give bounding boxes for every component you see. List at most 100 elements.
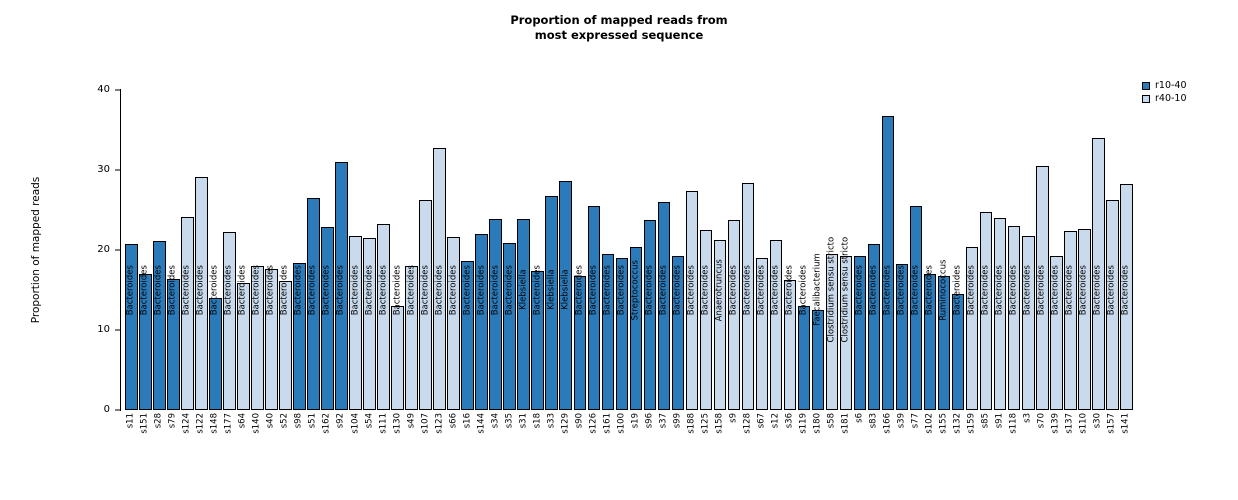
- bar: [335, 162, 348, 410]
- bar: [293, 262, 306, 410]
- bar-column-s188: Bacteroides s188: [685, 90, 699, 434]
- bar-column-s128: Bacteroides s128: [741, 90, 755, 434]
- x-tick-label: s166: [882, 413, 893, 434]
- x-tick-label: s35: [504, 413, 515, 429]
- bar: [811, 310, 825, 410]
- bar-column-s3: Bacteroides s3: [1022, 90, 1035, 423]
- x-tick-label: s151: [139, 413, 150, 434]
- x-tick-label: s37: [658, 413, 669, 429]
- legend-swatch: [1142, 81, 1150, 90]
- x-tick-label: s83: [868, 413, 879, 429]
- x-tick-label: s158: [714, 413, 725, 434]
- x-tick-label: s140: [251, 413, 262, 434]
- x-tick-label: s3: [1022, 413, 1033, 423]
- x-tick-label: s12: [770, 413, 781, 429]
- x-tick-label: s137: [1064, 413, 1075, 434]
- bar-column-s11: Bacteroides s11: [125, 90, 138, 428]
- x-tick-label: s132: [952, 413, 963, 434]
- bar-column-s34: Bacteroides s34: [489, 90, 502, 428]
- bar: [587, 206, 601, 410]
- bar: [853, 255, 867, 410]
- bar: [867, 244, 881, 410]
- x-tick-label: s104: [350, 413, 360, 434]
- bar-column-s123: Bacteroides s123: [433, 90, 446, 434]
- y-axis-ticks: 0 10 20 30 40: [80, 85, 120, 415]
- x-tick-label: s125: [700, 413, 711, 434]
- bar-column-s111: Bacteroides s111: [377, 90, 390, 434]
- bar: [769, 240, 783, 410]
- bar: [895, 264, 909, 410]
- bar: [433, 147, 446, 410]
- x-tick-label: s28: [153, 413, 164, 429]
- bar: [685, 190, 699, 410]
- bar: [391, 306, 404, 410]
- bar: [363, 238, 376, 410]
- bar-column-s51: Bacteroides s51: [307, 90, 320, 428]
- bar: [475, 234, 488, 410]
- x-tick-label: s122: [195, 413, 206, 434]
- bar: [321, 226, 334, 410]
- bar-column-s159: Bacteroides s159: [965, 90, 979, 434]
- bar: [237, 282, 250, 410]
- bar-column-s100: Bacteroides s100: [615, 90, 629, 434]
- bar: [531, 270, 544, 410]
- bar: [937, 275, 951, 410]
- bar: [881, 115, 895, 410]
- x-tick-label: s148: [209, 413, 220, 434]
- legend-label: r40-10: [1155, 93, 1187, 104]
- bar: [405, 266, 418, 410]
- bar: [251, 266, 264, 410]
- x-tick-label: s129: [560, 413, 571, 434]
- bar: [153, 241, 166, 410]
- x-tick-label: s36: [784, 413, 795, 429]
- bar: [671, 255, 685, 410]
- x-tick-label: s124: [181, 413, 192, 434]
- chart-title-line1: Proportion of mapped reads from: [510, 13, 728, 27]
- bar: [1092, 138, 1105, 410]
- bar-column-s18: Bacteroides s18: [531, 90, 544, 428]
- bar: [601, 254, 615, 410]
- x-tick-label: s52: [279, 413, 290, 429]
- bar: [377, 224, 390, 410]
- bar-column-s148: Bacteroides s148: [209, 90, 222, 434]
- bar-column-s85: Bacteroides s85: [979, 90, 993, 428]
- bar-column-s151: Bacteroides s151: [139, 90, 152, 434]
- bar-column-s129: Klebsiella s129: [559, 90, 572, 434]
- bar: [545, 196, 558, 410]
- x-tick-label: s96: [644, 413, 655, 429]
- bar-column-s166: Bacteroides s166: [881, 90, 895, 434]
- plot-area: Bacteroides s11 Bacteroides s151 Bacteroides…: [125, 90, 1133, 434]
- x-tick-label: s123: [434, 413, 445, 434]
- bar: [265, 269, 278, 410]
- bar-column-s28: Bacteroides s28: [153, 90, 166, 428]
- bar-column-s107: Bacteroides s107: [419, 90, 432, 434]
- bar: [503, 242, 516, 410]
- bar-column-s90: Bacteroides s90: [573, 90, 586, 428]
- bar-column-s30: Bacteroides s30: [1092, 90, 1105, 428]
- bar: [965, 246, 979, 410]
- x-tick-label: s139: [1050, 413, 1061, 434]
- x-tick-label: s67: [756, 413, 767, 429]
- x-tick-label: s126: [588, 413, 599, 434]
- bar-column-s37: Bacteroides s37: [657, 90, 671, 428]
- y-tick-mark: [115, 169, 120, 171]
- bar: [629, 246, 643, 410]
- x-tick-label: s77: [910, 413, 921, 429]
- bar: [951, 294, 965, 410]
- bar: [755, 258, 769, 410]
- bar: [657, 202, 671, 410]
- y-tick-label: 40: [97, 84, 110, 95]
- y-tick-label: 20: [97, 244, 110, 255]
- x-tick-label: s19: [630, 413, 641, 429]
- x-tick-label: s180: [812, 413, 823, 434]
- bar: [139, 274, 152, 410]
- bar-column-s49: Bacteroides s49: [405, 90, 418, 428]
- bar-column-s126: Bacteroides s126: [587, 90, 601, 434]
- bar: [573, 275, 586, 410]
- bar-column-s31: Klebsiella s31: [517, 90, 530, 428]
- y-tick-label: 10: [97, 324, 110, 335]
- bar: [713, 239, 727, 410]
- bar-column-s118: Bacteroides s118: [1007, 90, 1021, 434]
- bar-column-s54: Bacteroides s54: [363, 90, 376, 428]
